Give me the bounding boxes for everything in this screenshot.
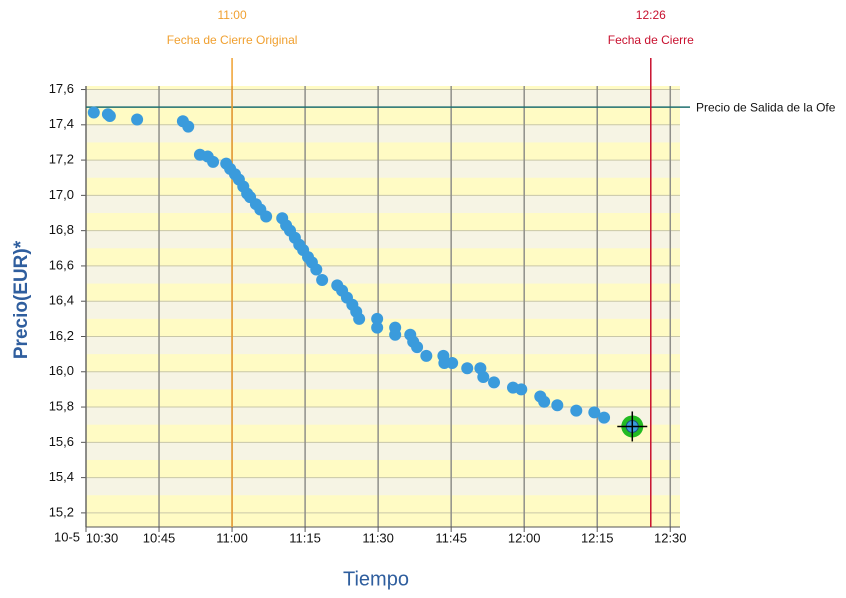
x-tick-label: 11:30: [362, 530, 394, 545]
point: [488, 376, 501, 389]
x-tick-label: 10:45: [143, 530, 176, 545]
reference-label: Fecha de Cierre: [608, 33, 694, 47]
point: [389, 328, 402, 341]
x-tick-label: 11:15: [289, 530, 321, 545]
band: [86, 160, 680, 178]
x-tick-label: 12:30: [654, 530, 687, 545]
point: [316, 274, 329, 287]
point: [371, 321, 384, 334]
point: [477, 371, 490, 384]
y-tick-label: 17,4: [49, 116, 74, 131]
y-tick-label: 16,8: [49, 222, 74, 237]
y-tick-label: 16,0: [49, 363, 74, 378]
x-tick-label: 11:00: [216, 530, 248, 545]
band: [86, 195, 680, 214]
point: [411, 341, 424, 354]
band: [86, 407, 680, 425]
y-tick-label: 15,6: [49, 434, 74, 449]
band: [86, 124, 680, 143]
x-tick-label: 12:00: [508, 530, 541, 545]
x-axis-label: Tiempo: [343, 568, 409, 590]
y-tick-label: 17,2: [49, 152, 74, 167]
band: [86, 265, 680, 284]
band: [86, 89, 680, 108]
point: [103, 109, 116, 122]
point: [538, 395, 551, 408]
band: [86, 230, 680, 249]
point: [598, 411, 611, 424]
band: [86, 301, 680, 319]
reference-label: Precio de Salida de la Ofe: [696, 100, 836, 114]
band: [86, 442, 680, 460]
y-tick-label: 15,4: [49, 469, 74, 484]
point: [131, 113, 144, 126]
y-tick-label: 15,2: [49, 504, 74, 519]
y-tick-label: 16,6: [49, 257, 74, 272]
point: [260, 210, 273, 223]
point: [446, 356, 459, 369]
point: [371, 312, 384, 325]
point: [515, 383, 528, 396]
x-tick-label: 11:45: [435, 530, 467, 545]
point: [182, 120, 195, 133]
point: [588, 406, 601, 419]
y-axis-label: Precio(EUR)*: [11, 240, 32, 359]
point: [420, 349, 433, 362]
reference-time: 12:26: [636, 8, 666, 22]
reference-time: 11:00: [217, 8, 246, 22]
point: [207, 155, 220, 168]
y-tick-label: 16,2: [49, 328, 74, 343]
band: [86, 336, 680, 355]
reference-label: Fecha de Cierre Original: [167, 33, 298, 47]
y-tick-label: 15,8: [49, 398, 74, 413]
point: [310, 263, 323, 276]
point: [551, 399, 564, 412]
point: [353, 312, 366, 325]
y-tick-label: 16,4: [49, 293, 74, 308]
y-tick-label: 17,6: [49, 81, 74, 96]
band: [86, 477, 680, 496]
date-label: 10-5: [54, 529, 80, 544]
x-tick-label: 10:30: [86, 530, 119, 545]
point: [570, 404, 583, 417]
point: [87, 106, 100, 119]
y-tick-label: 17,0: [49, 187, 74, 202]
band: [86, 371, 680, 390]
x-tick-label: 12:15: [581, 530, 614, 545]
point: [461, 362, 474, 375]
